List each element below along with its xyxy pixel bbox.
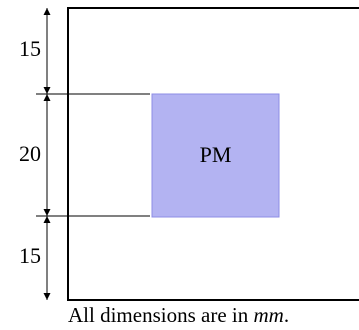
permanent-magnet-block (151, 93, 280, 218)
outer-frame (67, 7, 359, 301)
caption-prefix: All dimensions are in (68, 303, 254, 327)
dimension-label-upper: 15 (19, 36, 41, 61)
permanent-magnet-label: PM (200, 142, 232, 167)
caption-suffix: . (283, 303, 290, 327)
dimension-label-middle: 20 (19, 141, 41, 166)
dimension-label-lower: 15 (19, 243, 41, 268)
caption-unit: mm (253, 303, 284, 327)
units-caption: All dimensions are in mm. (68, 303, 359, 327)
